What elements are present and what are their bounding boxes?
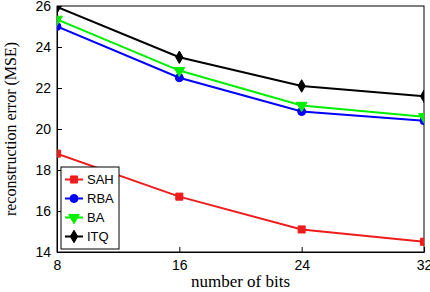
legend-entry: ITQ	[65, 229, 109, 244]
tick-mark	[57, 252, 62, 253]
tick: 22	[35, 80, 62, 96]
legend-marker	[70, 176, 77, 183]
legend-entry: BA	[65, 210, 105, 225]
tick-label: 16	[172, 257, 188, 273]
tick-label: 18	[35, 162, 51, 178]
tick: 18	[35, 162, 62, 178]
legend-entry: RBA	[65, 191, 114, 206]
legend-label: RBA	[87, 191, 114, 206]
tick-label: 16	[35, 203, 51, 219]
legend-label: BA	[87, 210, 105, 225]
tick-mark	[57, 47, 62, 48]
tick-label: 26	[35, 0, 51, 14]
legend-label: ITQ	[87, 229, 109, 244]
tick-mark	[57, 129, 62, 130]
tick: 24	[294, 247, 310, 273]
marker	[57, 16, 62, 25]
plot: 8 16 24 32 14 16 18 20 22 24 26 SAH RBA BA ITQ	[35, 0, 430, 273]
tick: 20	[35, 121, 62, 137]
tick-label: 14	[35, 244, 51, 260]
y-axis-title: reconstruction error (MSE)	[2, 42, 20, 216]
marker	[420, 238, 424, 245]
marker	[298, 226, 305, 233]
tick: 14	[35, 244, 62, 260]
legend-box	[61, 167, 119, 249]
tick-label: 22	[35, 80, 51, 96]
tick: 26	[35, 0, 62, 14]
plot-frame	[57, 6, 424, 252]
legend-entry: SAH	[65, 172, 114, 187]
marker	[174, 67, 185, 76]
tick-mark	[302, 247, 303, 252]
x-axis: 8 16 24 32	[54, 247, 430, 273]
series-line	[57, 19, 424, 116]
tick: 16	[35, 203, 62, 219]
legend-label: SAH	[87, 172, 114, 187]
tick-label: 32	[417, 257, 430, 273]
series-line	[57, 7, 424, 96]
marker	[57, 150, 61, 157]
marker	[298, 80, 305, 92]
series-line	[57, 27, 424, 121]
legend-marker	[70, 195, 78, 203]
marker	[296, 102, 307, 111]
marker	[176, 51, 183, 63]
x-axis-line	[58, 252, 425, 253]
tick-label: 24	[35, 39, 51, 55]
legend-marker	[70, 230, 77, 242]
marker	[419, 114, 424, 123]
tick-mark	[179, 247, 180, 252]
y-axis: 14 16 18 20 22 24 26	[35, 0, 62, 260]
legend: SAH RBA BA ITQ	[61, 167, 119, 249]
tick: 16	[172, 247, 188, 273]
chart: 8 16 24 32 14 16 18 20 22 24 26 SAH RBA BA ITQ number o…	[0, 0, 430, 292]
tick-mark	[57, 88, 62, 89]
tick: 24	[35, 39, 62, 55]
tick-label: 8	[54, 257, 62, 273]
marker	[420, 90, 424, 102]
tick-label: 20	[35, 121, 51, 137]
marker	[176, 193, 183, 200]
x-axis-title: number of bits	[191, 272, 290, 291]
tick: 32	[417, 247, 430, 273]
tick-mark	[424, 247, 425, 252]
legend-marker	[69, 214, 80, 223]
marker	[57, 6, 61, 13]
tick-label: 24	[294, 257, 310, 273]
